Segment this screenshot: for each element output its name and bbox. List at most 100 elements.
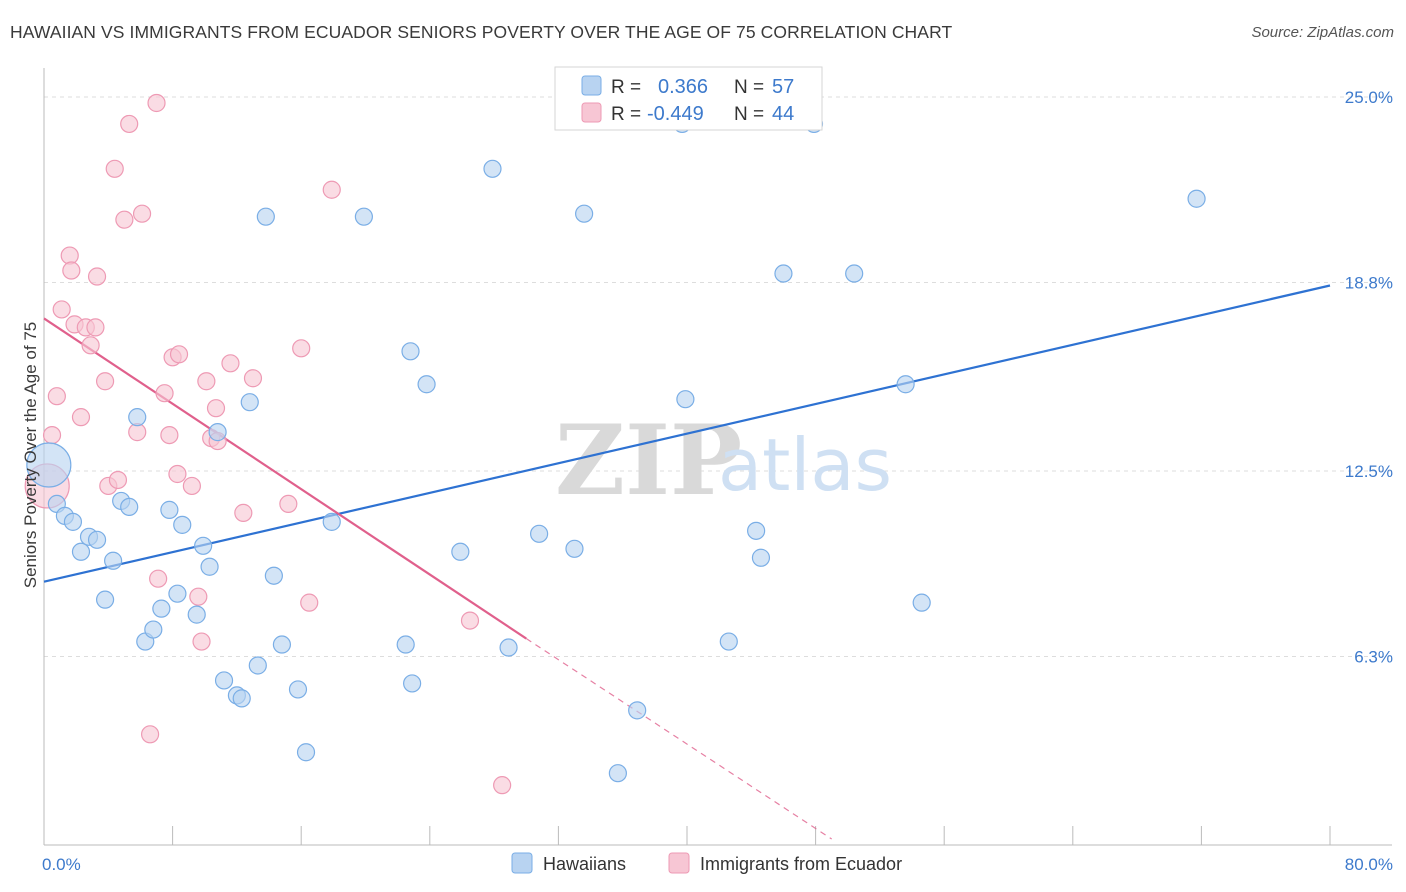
hawaiians-point-16: [168, 584, 187, 603]
ecuador-point-17: [120, 114, 139, 134]
hawaiians-point-48: [719, 632, 738, 651]
hawaiians-point-30: [288, 680, 308, 699]
ecuador-point-37: [243, 369, 263, 388]
hawaiians-point-44: [608, 764, 627, 783]
hawaiians-point-47: [676, 390, 695, 409]
ecuador-point-1: [42, 425, 62, 445]
hawaiians-point-0: [26, 442, 72, 488]
hawaiians-point-8: [104, 551, 123, 570]
legend-ecuador-label: Immigrants from Ecuador: [700, 854, 902, 874]
hawaiians-point-45: [628, 701, 647, 720]
ecuador-point-36: [234, 503, 253, 522]
hawaiians-point-43: [575, 204, 594, 223]
legend-ecuador-swatch: [668, 852, 690, 874]
hawaiians-point-40: [499, 638, 518, 657]
hawaiians-point-24: [232, 689, 251, 708]
ecuador-point-10: [86, 318, 105, 337]
y-tick-labels: 6.3% 12.5% 18.8% 25.0%: [1345, 88, 1393, 667]
trend-lines: [43, 284, 1331, 840]
ecuador-point-29: [189, 587, 208, 606]
watermark: ZIP atlas: [555, 404, 892, 517]
x-tick-label-1: 80.0%: [1345, 855, 1393, 874]
hawaiians-point-21: [208, 423, 227, 442]
hawaiians-point-29: [272, 635, 292, 654]
ecuador-point-22: [149, 569, 168, 588]
legend-hawaiians-swatch: [511, 852, 533, 874]
ecuador-point-14: [108, 470, 128, 490]
ecuador-point-30: [192, 632, 211, 651]
source-label: Source: ZipAtlas.com: [1251, 24, 1394, 41]
chart-title: HAWAIIAN VS IMMIGRANTS FROM ECUADOR SENI…: [10, 22, 953, 42]
ecuador-point-43: [493, 776, 512, 795]
ecuador-n-label: N =: [734, 104, 764, 125]
hawaiians-point-28: [264, 566, 283, 585]
ecuador-n-value: 44: [772, 103, 794, 125]
hawaiians-point-22: [214, 671, 234, 690]
ecuador-point-16: [115, 210, 134, 229]
hawaiians-point-35: [401, 342, 420, 361]
stats-legend: R = 0.366 N = 57 R = -0.449 N = 44: [554, 66, 823, 131]
y-tick-label-1: 12.5%: [1345, 462, 1393, 481]
ecuador-point-5: [62, 261, 81, 280]
hawaiians-point-34: [396, 635, 415, 654]
y-tick-label-3: 25.0%: [1345, 88, 1393, 107]
hawaiians-r-value: 0.366: [658, 76, 708, 98]
ecuador-point-41: [322, 180, 341, 199]
ecuador-point-19: [132, 204, 152, 223]
ecuador-point-26: [168, 464, 187, 484]
ecuador-point-23: [155, 384, 174, 403]
hawaiians-r-label: R =: [611, 77, 641, 98]
hawaiians-point-38: [451, 542, 470, 561]
ecuador-point-28: [182, 476, 201, 496]
ecuador-point-21: [147, 93, 166, 113]
hawaiians-point-55: [912, 593, 931, 612]
hawaiians-point-32: [322, 512, 341, 531]
x-tick-label-0: 0.0%: [42, 855, 81, 874]
legend-hawaiians-label: Hawaiians: [543, 854, 626, 874]
hawaiians-point-11: [128, 408, 147, 427]
hawaiians-point-51: [774, 264, 793, 283]
hawaiians-point-13: [144, 620, 163, 639]
hawaiians-point-17: [173, 515, 192, 534]
ecuador-point-24: [160, 425, 179, 445]
hawaiians-point-6: [87, 530, 107, 549]
ecuador-point-3: [52, 300, 71, 319]
hawaiian-points: [26, 114, 1206, 783]
x-tick-labels: 0.0% 80.0%: [42, 855, 1393, 874]
ecuador-point-9: [81, 336, 100, 355]
ecuador-point-15: [105, 159, 124, 178]
hawaiians-point-25: [240, 393, 259, 412]
ecuador-point-35: [221, 354, 240, 373]
ecuador-point-2: [47, 387, 66, 406]
hawaiians-point-14: [152, 599, 171, 618]
grid-lines: [44, 96, 1392, 658]
ecuador-point-31: [197, 372, 216, 391]
hawaiians-point-53: [845, 264, 864, 283]
hawaiians-point-7: [95, 590, 115, 609]
hawaiians-point-26: [248, 656, 267, 675]
ecuador-trend-extension: [525, 638, 833, 840]
ecuador-trend-line: [43, 317, 527, 640]
hawaiians-point-42: [565, 539, 584, 558]
hawaiians-point-54: [896, 375, 915, 394]
ecuador-point-40: [300, 593, 319, 612]
hawaiians-point-37: [417, 375, 436, 394]
hawaiians-point-31: [296, 743, 316, 762]
hawaiians-n-value: 57: [772, 76, 794, 98]
ecuador-point-11: [87, 267, 107, 286]
ecuador-point-12: [95, 372, 115, 391]
hawaiians-point-39: [483, 159, 502, 178]
hawaiians-point-33: [354, 207, 373, 226]
watermark-zip: ZIP: [555, 404, 742, 517]
ecuador-point-4: [60, 246, 79, 265]
hawaiians-point-50: [751, 548, 771, 567]
watermark-atlas: atlas: [718, 423, 892, 507]
ecuador-swatch: [581, 102, 602, 123]
ecuador-r-value: -0.449: [647, 103, 704, 125]
ecuador-point-42: [460, 611, 480, 630]
ecuador-r-label: R =: [611, 104, 641, 125]
ecuador-point-27: [169, 345, 189, 364]
ecuador-point-20: [140, 725, 160, 744]
hawaiians-point-49: [747, 521, 766, 540]
